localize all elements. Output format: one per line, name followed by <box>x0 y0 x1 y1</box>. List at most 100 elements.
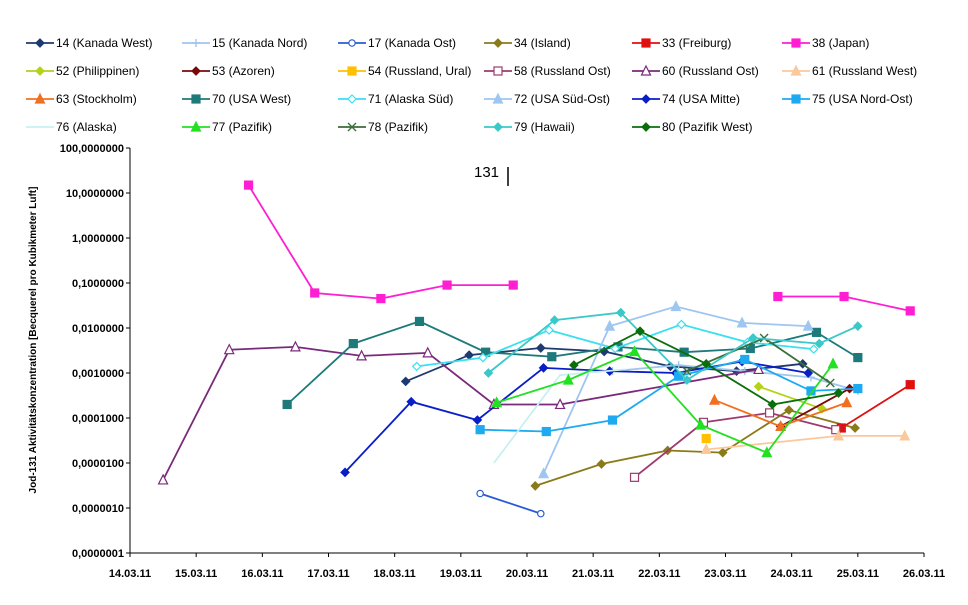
legend-marker <box>35 38 45 48</box>
legend-label: 80 (Pazifik West) <box>662 120 752 134</box>
legend-marker <box>493 122 503 132</box>
y-axis-label: Jod-131 Aktivitätskonzentration [Becquer… <box>28 187 39 494</box>
legend-entry: 70 (USA West) <box>182 92 291 106</box>
data-point <box>157 473 169 485</box>
y-tick-label: 0,0000010 <box>72 503 124 515</box>
series-15 <box>411 319 819 372</box>
data-point <box>748 333 758 343</box>
series-line <box>706 434 905 451</box>
data-point <box>814 338 825 349</box>
data-point <box>310 288 320 298</box>
data-point <box>411 361 422 372</box>
legend-entry: 54 (Russland, Ural) <box>338 64 471 78</box>
series-14 <box>282 316 863 410</box>
legend-entry: 76 (Alaska) <box>26 120 117 134</box>
data-point <box>472 415 483 425</box>
legend-label: 34 (Island) <box>514 36 571 50</box>
x-tick-label: 16.03.11 <box>241 568 283 580</box>
data-point <box>808 344 819 354</box>
data-point <box>850 423 860 433</box>
data-point <box>400 376 411 387</box>
series-5 <box>243 180 518 304</box>
data-point <box>422 346 434 358</box>
tick-labels: 0,0000001 0,0000010 0,0000100 0,0001000 0,00… <box>60 143 945 580</box>
data-point <box>853 384 863 394</box>
data-point <box>414 316 425 327</box>
series-20 <box>491 345 839 458</box>
legend-entry: 34 (Island) <box>484 36 571 50</box>
legend-entry: 15 (Kanada Nord) <box>182 36 307 50</box>
data-point <box>376 294 386 304</box>
legend-label: 77 (Pazifik) <box>212 120 272 134</box>
x-tick-label: 17.03.11 <box>307 568 349 580</box>
series-10 <box>629 408 841 482</box>
data-point <box>635 326 645 337</box>
data-point <box>554 398 566 410</box>
legend-marker <box>191 94 201 104</box>
data-point <box>759 333 769 343</box>
data-point <box>905 380 915 390</box>
data-point <box>811 327 822 337</box>
plot-area: 0,0000001 0,0000010 0,0000100 0,0001000 0,00… <box>60 143 945 580</box>
data-point <box>775 420 787 432</box>
series-11 <box>157 340 765 485</box>
data-point <box>700 443 712 455</box>
y-tick-label: 100,0000000 <box>60 143 124 155</box>
data-point <box>753 381 764 392</box>
series-line <box>758 385 823 410</box>
series-line <box>633 411 837 479</box>
x-tick-label: 24.03.11 <box>771 568 813 580</box>
data-point <box>670 300 682 312</box>
x-tick-label: 15.03.11 <box>175 568 217 580</box>
legend-label: 74 (USA Mitte) <box>662 92 740 106</box>
legend-marker <box>347 122 357 132</box>
legend-entry: 72 (USA Süd-Ost) <box>484 92 610 106</box>
legend-marker <box>34 92 46 104</box>
x-tick-label: 23.03.11 <box>704 568 746 580</box>
x-tick-label: 18.03.11 <box>374 568 416 580</box>
data-point <box>604 319 616 331</box>
y-tick-label: 0,1000000 <box>72 278 124 290</box>
legend-marker <box>641 38 651 48</box>
legend-marker <box>347 94 357 104</box>
legend-entry: 33 (Freiburg) <box>632 36 731 50</box>
legend-marker <box>35 66 45 76</box>
series-23 <box>569 326 844 410</box>
legend-entry: 14 (Kanada West) <box>26 36 153 50</box>
data-point <box>535 343 546 353</box>
data-point <box>676 319 687 330</box>
series-7 <box>753 381 827 414</box>
series-18 <box>475 354 863 437</box>
legend-marker <box>790 64 802 76</box>
legend-label: 60 (Russland Ost) <box>662 64 759 78</box>
data-point <box>767 399 778 410</box>
legend-label: 58 (Russland Ost) <box>514 64 611 78</box>
legend-entry: 80 (Pazifik West) <box>632 120 752 134</box>
legend-marker <box>641 122 651 132</box>
legend-entry: 75 (USA Nord-Ost) <box>782 92 913 106</box>
data-point <box>753 363 765 375</box>
series-22 <box>483 307 863 385</box>
legend-marker <box>493 66 503 76</box>
legend-entry: 53 (Azoren) <box>182 64 275 78</box>
legend-label: 15 (Kanada Nord) <box>212 36 307 50</box>
legend-marker <box>192 39 200 47</box>
legend-label: 76 (Alaska) <box>56 120 117 134</box>
data-point <box>340 467 350 478</box>
data-point <box>478 352 488 363</box>
series-4 <box>836 380 915 433</box>
y-tick-label: 0,0000001 <box>72 548 124 560</box>
legend-entry: 79 (Hawaii) <box>484 120 575 134</box>
data-point <box>629 472 640 482</box>
y-tick-label: 0,0100000 <box>72 323 124 335</box>
data-point <box>841 396 853 408</box>
data-point <box>530 481 541 491</box>
legend-marker <box>190 120 202 132</box>
series-16 <box>538 300 814 479</box>
data-point <box>802 319 814 331</box>
x-tick-label: 26.03.11 <box>903 568 945 580</box>
data-point <box>682 366 692 376</box>
series-3 <box>530 405 860 491</box>
x-tick-label: 14.03.11 <box>109 568 151 580</box>
legend-label: 78 (Pazifik) <box>368 120 428 134</box>
